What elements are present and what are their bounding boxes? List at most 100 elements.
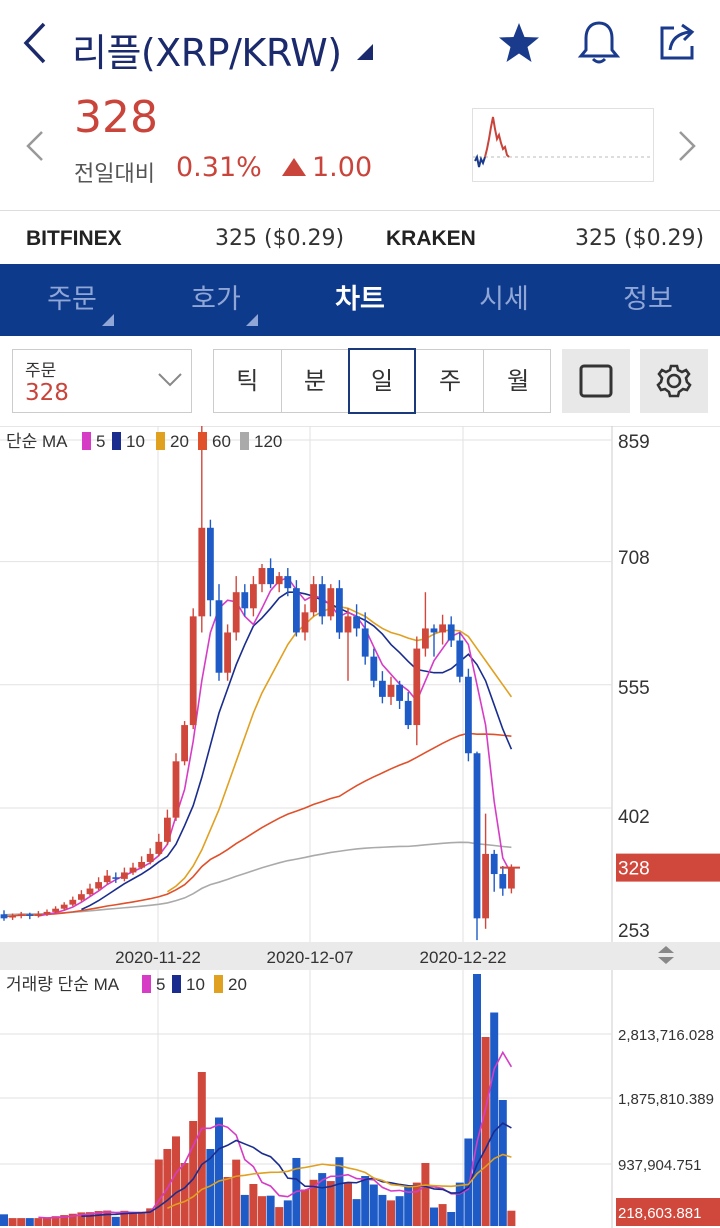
chart-canvas[interactable]: 2020-11-22 2020-12-07 2020-12-22 859708555… (0, 426, 720, 1228)
price-chart-area[interactable]: 2020-11-22 2020-12-07 2020-12-22 859 708 555… (0, 426, 720, 1228)
volume-bar (438, 1204, 447, 1226)
page-title[interactable]: 리플(XRP/KRW) (72, 31, 342, 75)
candle-body (447, 624, 455, 641)
candle-body (224, 632, 231, 673)
candle-body (241, 592, 249, 609)
candle-body (112, 877, 120, 879)
legend-label: 5 (156, 975, 165, 994)
candle-body (181, 725, 188, 762)
volume-bar (129, 1212, 137, 1226)
volume-bar (232, 1159, 241, 1226)
main-tab-bar: 주문 호가 차트 시세 정보 (0, 264, 720, 336)
volume-bar (301, 1189, 309, 1226)
tab-order[interactable]: 주문 (0, 264, 144, 336)
candle-body (43, 911, 51, 915)
candle-body (370, 656, 378, 681)
volume-bar (8, 1218, 17, 1226)
legend-label: 20 (228, 975, 247, 994)
candle-body (301, 612, 309, 633)
legend-swatch (240, 432, 249, 450)
chart-bg (0, 426, 720, 1228)
tab-market[interactable]: 시세 (432, 264, 576, 336)
candle-body (35, 914, 42, 916)
next-coin-button[interactable] (674, 130, 698, 166)
volume-ma-path (81, 1122, 512, 1217)
volume-bar (412, 1182, 421, 1226)
candle-body (164, 817, 171, 842)
ma5-line (38, 576, 513, 917)
share-icon (660, 23, 695, 60)
back-button[interactable] (20, 20, 60, 70)
candle-body (344, 616, 352, 633)
legend-title: 단순 MA (6, 432, 68, 451)
chart-settings-button[interactable] (640, 349, 708, 413)
date-axis-band (0, 942, 720, 970)
legend-swatch (82, 432, 91, 450)
candle-body (422, 628, 429, 649)
volume-bar (275, 1207, 284, 1226)
volume-bar (430, 1207, 438, 1226)
candle-body (207, 527, 214, 601)
candle-body (456, 640, 464, 677)
volume-bar (137, 1211, 146, 1226)
tab-orderbook[interactable]: 호가 (144, 264, 288, 336)
volume-tick-label: 1,875,810.389 (618, 1091, 714, 1108)
candle-body (95, 882, 102, 889)
alarm-button[interactable] (576, 18, 622, 70)
candle-body (499, 874, 507, 889)
date-axis-labels: 2020-11-22 2020-12-07 2020-12-22 (115, 948, 506, 967)
price-tick-label: 253 (618, 921, 650, 942)
volume-bar (68, 1213, 77, 1226)
volume-bar (249, 1184, 258, 1226)
tab-label: 시세 (479, 284, 529, 315)
volume-bar (490, 1012, 499, 1226)
tab-label: 주문 (47, 284, 97, 315)
prev-coin-button[interactable] (24, 130, 48, 166)
volume-bar (481, 1037, 490, 1226)
candle-body (353, 616, 360, 629)
candle-body (198, 527, 206, 617)
order-value: 328 (25, 380, 69, 406)
period-minute-button[interactable]: 분 (282, 350, 350, 412)
legend-swatch (214, 975, 223, 993)
volume-bar (447, 1212, 456, 1226)
period-tick-button[interactable]: 틱 (214, 350, 282, 412)
volume-axis-labels: 2,813,716.028 1,875,810.389 937,904.751 218… (616, 1027, 720, 1226)
price-tick-label: 555 (618, 678, 650, 699)
volume-tick-label: 2,813,716.028 (618, 1027, 714, 1044)
volume-bar (361, 1176, 370, 1226)
favorite-button[interactable] (496, 20, 542, 70)
volume-bar (464, 1138, 473, 1226)
volume-bar (223, 1177, 232, 1226)
app-header: 리플(XRP/KRW) (0, 0, 720, 90)
volume-bar (180, 1163, 189, 1226)
volume-bar (25, 1218, 34, 1226)
volume-bar (51, 1216, 60, 1226)
volume-bar (344, 1182, 352, 1226)
candle-body (17, 914, 25, 916)
volume-bar (387, 1200, 395, 1226)
period-month-button[interactable]: 월 (507, 367, 530, 395)
volume-bar (335, 1157, 344, 1226)
corner-triangle-icon (102, 314, 114, 326)
share-button[interactable] (656, 20, 700, 68)
fullscreen-button[interactable] (562, 349, 630, 413)
volume-ma-legend: 거래량 단순 MA 5 10 20 (6, 975, 247, 994)
order-price-select[interactable]: 주문 328 (12, 349, 192, 413)
tab-info[interactable]: 정보 (576, 264, 720, 336)
pane-splitter[interactable] (658, 946, 674, 964)
legend-swatch (198, 432, 207, 450)
candle-body (215, 600, 223, 673)
tab-chart[interactable]: 차트 (288, 264, 432, 336)
volume-bar (309, 1179, 318, 1226)
volume-bar (283, 1200, 292, 1226)
dropdown-caret-icon[interactable] (357, 44, 373, 60)
period-week-button[interactable]: 주 (417, 350, 485, 412)
ma120-line (3, 841, 512, 916)
period-day-button[interactable]: 일 (348, 348, 416, 414)
volume-ma-lines (38, 1050, 513, 1219)
price-tick-label: 859 (618, 432, 650, 453)
candle-body (69, 899, 77, 905)
volume-bar (240, 1194, 249, 1226)
change-label: 전일대비 (74, 162, 155, 187)
